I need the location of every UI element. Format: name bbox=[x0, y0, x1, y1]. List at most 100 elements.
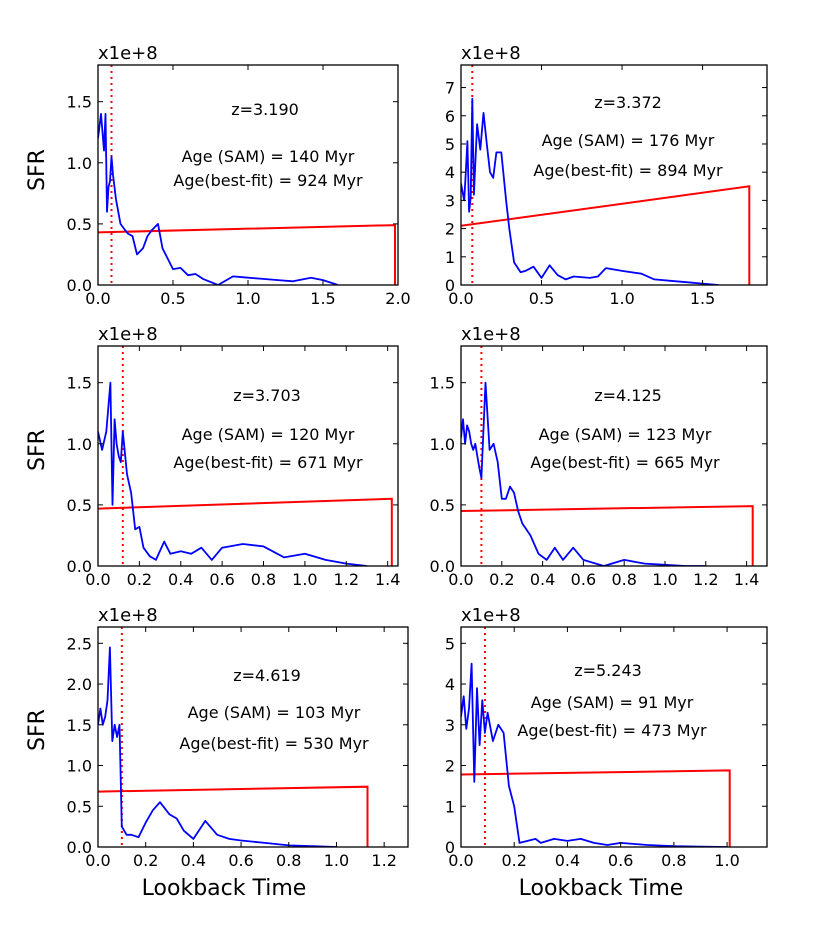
best-fit-sfh-line bbox=[461, 185, 751, 285]
y-tick-label: 1.5 bbox=[67, 716, 92, 735]
redshift-label: z=3.372 bbox=[594, 93, 662, 112]
best-fit-sfh-line bbox=[461, 505, 754, 566]
x-tick-label: 0.2 bbox=[133, 851, 158, 870]
x-tick-label: 0.8 bbox=[276, 851, 301, 870]
axis-multiplier: x1e+8 bbox=[461, 43, 521, 64]
y-tick-label: 0.0 bbox=[67, 557, 92, 576]
age-fit-label: Age(best-fit) = 671 Myr bbox=[173, 453, 363, 472]
redshift-label: z=3.703 bbox=[233, 386, 301, 405]
y-tick-label: 1.5 bbox=[67, 374, 92, 393]
panel-middle-left: 0.0 0.2 0.4 0.6 0.8 1.0 1.2 1.4 0.0 0.5 1.0 1.5 x1e+… bbox=[67, 324, 401, 589]
y-tick-label: 6 bbox=[445, 107, 455, 126]
panel-top-left: 0.0 0.5 1.0 1.5 2.0 0.0 0.5 1.0 1.5 x1e+8 z=3.190 A… bbox=[67, 43, 411, 308]
y-tick-label: 0.0 bbox=[67, 276, 92, 295]
x-tick-label: 1.5 bbox=[310, 289, 335, 308]
x-tick-label: 0.2 bbox=[489, 570, 514, 589]
best-fit-sfh-line bbox=[98, 497, 393, 566]
x-tick-label: 0.6 bbox=[608, 851, 633, 870]
y-tick-label: 0.0 bbox=[67, 838, 92, 857]
x-tick-label: 0.8 bbox=[661, 851, 686, 870]
age-sam-label: Age (SAM) = 103 Myr bbox=[188, 703, 361, 722]
panel-top-right: 0.0 0.5 1.0 1.5 0 1 2 3 4 5 6 7 x1e+8 z=3.372 Age (SAM… bbox=[445, 43, 768, 308]
age-fit-label: Age(best-fit) = 665 Myr bbox=[530, 453, 720, 472]
y-tick-label: 1 bbox=[445, 248, 455, 267]
y-tick-label: 2 bbox=[445, 757, 455, 776]
axes-frame bbox=[460, 626, 768, 848]
age-fit-label: Age(best-fit) = 530 Myr bbox=[179, 734, 369, 753]
axes-frame bbox=[97, 626, 409, 848]
redshift-label: z=4.619 bbox=[233, 666, 301, 685]
x-tick-label: 1.2 bbox=[334, 570, 359, 589]
ylabel-row-3: SFR bbox=[25, 709, 50, 751]
panel-bottom-right: 0.0 0.2 0.4 0.6 0.8 1.0 0 1 2 3 4 5 x1e+8 z=5.243 Age … bbox=[445, 605, 768, 870]
ylabel-row-1: SFR bbox=[25, 149, 50, 191]
sam-sfh-line bbox=[461, 381, 706, 566]
axis-multiplier: x1e+8 bbox=[461, 605, 521, 626]
y-tick-label: 0.0 bbox=[430, 557, 455, 576]
x-tick-label: 0.2 bbox=[127, 570, 152, 589]
age-sam-label: Age (SAM) = 120 Myr bbox=[182, 425, 355, 444]
y-tick-label: 0.5 bbox=[430, 496, 455, 515]
axes-frame bbox=[460, 64, 768, 286]
xlabel-right: Lookback Time bbox=[519, 876, 684, 901]
y-tick-label: 2.5 bbox=[67, 634, 92, 653]
sam-sfh-line bbox=[461, 97, 719, 285]
x-tick-label: 1.0 bbox=[235, 289, 260, 308]
redshift-label: z=4.125 bbox=[594, 386, 662, 405]
y-tick-label: 1.0 bbox=[67, 435, 92, 454]
age-sam-label: Age (SAM) = 91 Myr bbox=[531, 693, 694, 712]
y-tick-label: 1.5 bbox=[430, 374, 455, 393]
x-tick-label: 1.0 bbox=[652, 570, 677, 589]
x-tick-label: 0.4 bbox=[181, 851, 206, 870]
y-tick-label: 7 bbox=[445, 79, 455, 98]
axis-multiplier: x1e+8 bbox=[461, 324, 521, 345]
x-tick-label: 0.2 bbox=[501, 851, 526, 870]
x-tick-label: 0.0 bbox=[85, 289, 110, 308]
age-fit-label: Age(best-fit) = 924 Myr bbox=[173, 171, 363, 190]
ylabel-row-2: SFR bbox=[25, 429, 50, 471]
y-tick-label: 1.0 bbox=[67, 757, 92, 776]
y-tick-label: 0.5 bbox=[67, 215, 92, 234]
age-fit-label: Age(best-fit) = 473 Myr bbox=[517, 721, 707, 740]
y-tick-label: 1.0 bbox=[430, 435, 455, 454]
age-sam-label: Age (SAM) = 140 Myr bbox=[182, 147, 355, 166]
x-tick-label: 1.4 bbox=[375, 570, 400, 589]
age-fit-label: Age(best-fit) = 894 Myr bbox=[533, 161, 723, 180]
y-tick-label: 4 bbox=[445, 675, 455, 694]
y-tick-label: 1.5 bbox=[67, 93, 92, 112]
xlabel-left: Lookback Time bbox=[142, 876, 307, 901]
x-tick-label: 0.0 bbox=[448, 851, 473, 870]
y-tick-label: 0.5 bbox=[67, 496, 92, 515]
x-tick-label: 1.0 bbox=[609, 289, 634, 308]
x-tick-label: 1.2 bbox=[371, 851, 396, 870]
x-tick-label: 0.0 bbox=[448, 289, 473, 308]
sam-sfh-line bbox=[461, 662, 728, 847]
x-tick-label: 0.6 bbox=[571, 570, 596, 589]
x-tick-label: 1.2 bbox=[693, 570, 718, 589]
y-tick-label: 3 bbox=[445, 191, 455, 210]
x-tick-label: 0.6 bbox=[209, 570, 234, 589]
x-tick-label: 0.4 bbox=[530, 570, 555, 589]
y-tick-label: 1.0 bbox=[67, 154, 92, 173]
x-tick-label: 1.4 bbox=[734, 570, 759, 589]
y-tick-label: 5 bbox=[445, 634, 455, 653]
axis-multiplier: x1e+8 bbox=[98, 324, 158, 345]
sam-sfh-line bbox=[98, 381, 368, 566]
x-tick-label: 0.8 bbox=[251, 570, 276, 589]
y-tick-label: 3 bbox=[445, 716, 455, 735]
best-fit-sfh-line bbox=[98, 224, 396, 285]
x-tick-label: 0.0 bbox=[85, 570, 110, 589]
x-tick-label: 1.0 bbox=[714, 851, 739, 870]
y-tick-label: 2.0 bbox=[67, 675, 92, 694]
y-tick-label: 0 bbox=[445, 276, 455, 295]
best-fit-sfh-line bbox=[98, 785, 369, 847]
x-tick-label: 2.0 bbox=[385, 289, 410, 308]
axis-multiplier: x1e+8 bbox=[98, 43, 158, 64]
age-sam-label: Age (SAM) = 176 Myr bbox=[542, 131, 715, 150]
sam-sfh-line bbox=[98, 646, 337, 847]
x-tick-label: 0.6 bbox=[228, 851, 253, 870]
x-tick-label: 1.0 bbox=[324, 851, 349, 870]
x-tick-label: 0.8 bbox=[611, 570, 636, 589]
age-sam-label: Age (SAM) = 123 Myr bbox=[539, 425, 712, 444]
